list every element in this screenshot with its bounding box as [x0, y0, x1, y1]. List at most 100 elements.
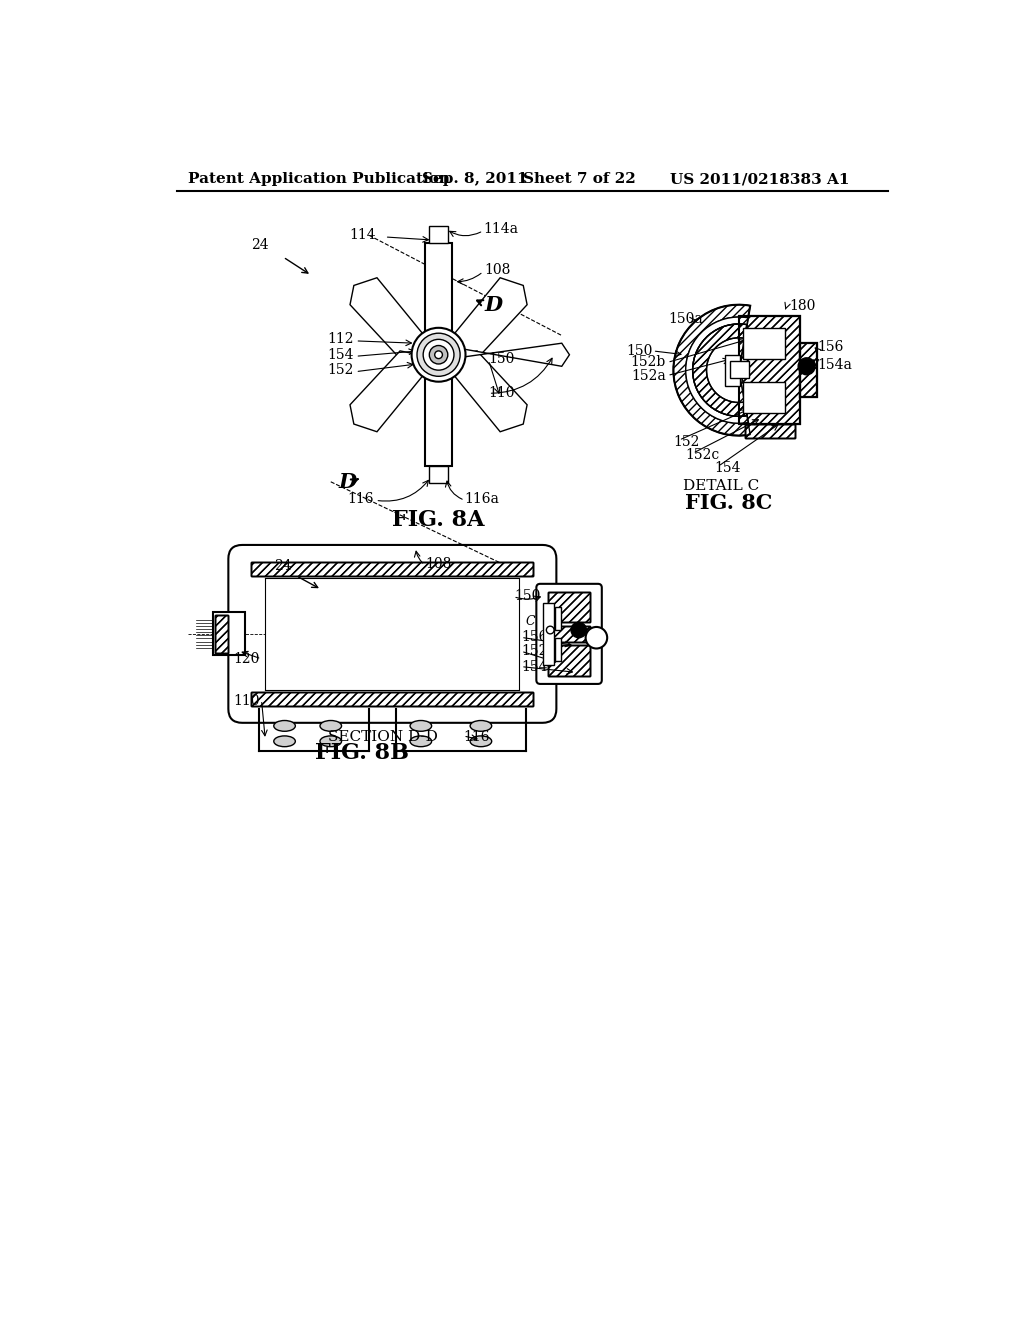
Text: D: D [484, 294, 503, 314]
Text: 108: 108 [484, 263, 511, 277]
Polygon shape [438, 277, 527, 359]
Bar [742, 327, 785, 359]
Ellipse shape [319, 721, 342, 731]
Wedge shape [692, 323, 746, 416]
Circle shape [547, 626, 554, 634]
Bar [252, 692, 534, 706]
Text: 116: 116 [463, 730, 489, 744]
Polygon shape [452, 343, 569, 367]
Text: FIG. 8C: FIG. 8C [685, 492, 772, 512]
Ellipse shape [273, 721, 295, 731]
Bar [555, 638, 561, 661]
Text: 114a: 114a [483, 222, 518, 236]
Bar [548, 591, 590, 622]
Text: 110: 110 [488, 387, 515, 400]
Text: 116a: 116a [465, 492, 500, 506]
Text: US 2011/0218383 A1: US 2011/0218383 A1 [670, 172, 849, 186]
Text: 156: 156 [521, 631, 548, 644]
Circle shape [571, 622, 587, 638]
Bar [548, 645, 590, 676]
Text: 24: 24 [251, 238, 268, 252]
Bar [739, 317, 801, 424]
Text: 108: 108 [425, 557, 452, 572]
Bar [548, 645, 590, 676]
Bar [215, 615, 227, 653]
Bar [548, 591, 590, 622]
Ellipse shape [470, 721, 492, 731]
Bar [252, 562, 534, 576]
Ellipse shape [410, 737, 432, 747]
Text: Sheet 7 of 22: Sheet 7 of 22 [523, 172, 636, 186]
Text: SECTION D-D: SECTION D-D [328, 730, 437, 744]
Bar [215, 615, 227, 653]
Bar [543, 603, 554, 665]
Bar [425, 243, 452, 466]
Bar [739, 317, 801, 424]
Text: 154: 154 [714, 461, 740, 475]
Bar [252, 562, 534, 576]
Circle shape [423, 339, 454, 370]
Text: 150: 150 [488, 351, 515, 366]
Bar [801, 343, 817, 397]
Text: 112: 112 [328, 333, 354, 346]
Text: 24: 24 [274, 560, 292, 573]
Text: Patent Application Publication: Patent Application Publication [188, 172, 451, 186]
Circle shape [417, 333, 460, 376]
Text: 152: 152 [521, 644, 548, 659]
Text: 152b: 152b [631, 355, 666, 370]
Bar [548, 645, 590, 676]
Text: 156: 156 [817, 341, 844, 354]
Polygon shape [350, 351, 438, 432]
Wedge shape [686, 317, 749, 424]
Text: 152: 152 [674, 434, 699, 449]
Text: 150a: 150a [668, 312, 702, 326]
Text: 152: 152 [328, 363, 354, 378]
Text: 180: 180 [788, 300, 815, 313]
Text: DETAIL C: DETAIL C [683, 479, 759, 492]
Bar [739, 317, 801, 424]
Circle shape [435, 351, 442, 359]
Bar [429, 226, 447, 243]
Bar [213, 612, 246, 656]
Ellipse shape [273, 737, 295, 747]
Text: 154: 154 [328, 347, 354, 362]
Text: 114: 114 [350, 228, 377, 243]
Bar [548, 626, 590, 642]
Bar [725, 355, 740, 385]
Circle shape [798, 358, 815, 375]
Ellipse shape [319, 737, 342, 747]
Wedge shape [674, 305, 751, 436]
Bar [252, 692, 534, 706]
Text: D: D [339, 471, 356, 492]
Text: 150: 150 [627, 345, 652, 358]
Text: Sep. 8, 2011: Sep. 8, 2011 [422, 172, 527, 186]
Text: 152c: 152c [685, 447, 719, 462]
Text: 154: 154 [521, 660, 548, 673]
Text: 110: 110 [233, 694, 260, 709]
Bar [745, 424, 795, 438]
Text: 152a: 152a [631, 368, 666, 383]
Bar [215, 615, 227, 653]
Circle shape [586, 627, 607, 648]
Bar [555, 607, 561, 630]
Text: FIG. 8A: FIG. 8A [392, 510, 484, 532]
Ellipse shape [410, 721, 432, 731]
Text: 116: 116 [347, 492, 374, 506]
Text: FIG. 8B: FIG. 8B [314, 742, 409, 764]
Bar [548, 626, 590, 642]
Bar [745, 424, 795, 438]
Bar [252, 562, 534, 576]
Circle shape [412, 327, 466, 381]
Bar [548, 626, 590, 642]
Bar [252, 692, 534, 706]
Text: C: C [592, 631, 601, 643]
Circle shape [429, 346, 447, 364]
Bar [730, 360, 749, 378]
Bar [742, 381, 785, 412]
FancyBboxPatch shape [537, 583, 602, 684]
Bar [801, 343, 817, 397]
Text: C: C [525, 615, 536, 628]
Wedge shape [724, 370, 754, 412]
Bar [548, 591, 590, 622]
Polygon shape [350, 277, 438, 359]
